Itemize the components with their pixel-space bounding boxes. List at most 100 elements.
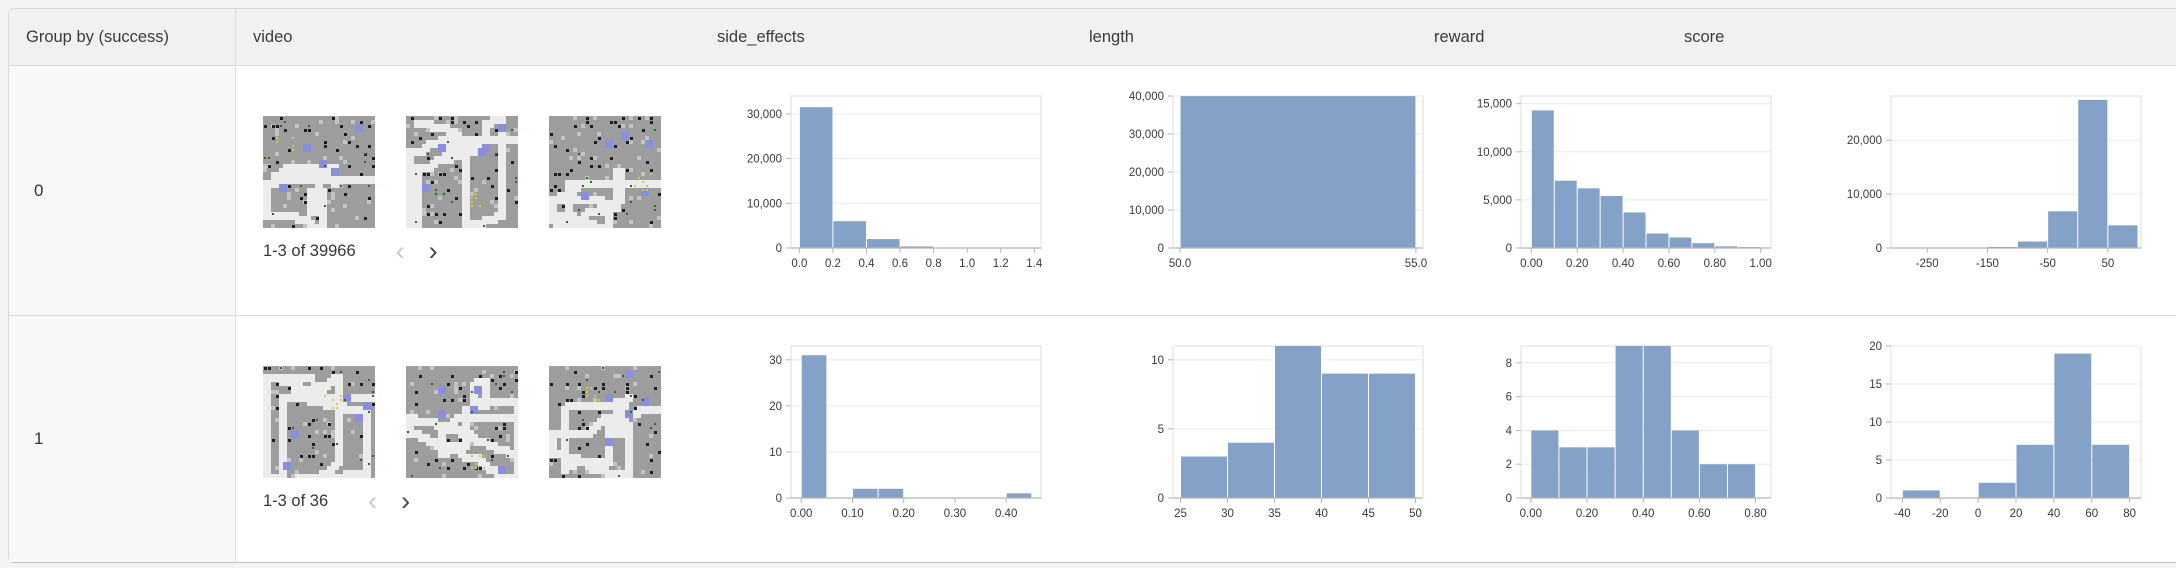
svg-text:1.0: 1.0 — [959, 258, 975, 270]
svg-text:40: 40 — [1315, 508, 1328, 520]
svg-text:55.0: 55.0 — [1405, 258, 1427, 270]
column-header-score[interactable]: score — [1684, 27, 1725, 46]
video-thumbnail[interactable] — [406, 366, 518, 478]
video-thumbnail[interactable] — [263, 366, 375, 478]
svg-text:80: 80 — [2123, 508, 2136, 520]
histogram-length[interactable]: 0 10,000 20,000 30,000 40,000 50.0 55.0 — [1113, 90, 1427, 274]
svg-text:0.8: 0.8 — [926, 258, 942, 270]
svg-text:50.0: 50.0 — [1169, 258, 1191, 270]
svg-text:0.00: 0.00 — [790, 508, 812, 520]
svg-text:25: 25 — [1174, 508, 1187, 520]
column-header-reward[interactable]: reward — [1434, 27, 1485, 46]
histogram-side-effects[interactable]: 0 10 20 30 0.00 0.10 0.20 0.30 0.40 — [731, 340, 1071, 524]
chevron-left-icon: ‹ — [368, 486, 378, 516]
svg-text:1.00: 1.00 — [1749, 258, 1771, 270]
svg-text:50: 50 — [1409, 508, 1422, 520]
video-thumbnail[interactable] — [406, 116, 518, 228]
svg-text:50: 50 — [2101, 258, 2114, 270]
svg-text:0: 0 — [1158, 243, 1164, 255]
cell-length: 0 10,000 20,000 30,000 40,000 50.0 55.0 — [1071, 66, 1427, 315]
svg-text:30: 30 — [1221, 508, 1234, 520]
histogram-reward[interactable]: 0 2 4 6 8 0.00 0.20 0.40 0.60 0.80 — [1461, 340, 1772, 524]
cell-reward: 0 5,000 10,000 15,000 0.00 0.20 0.40 0.60 0.80 1.… — [1421, 66, 1772, 315]
histogram-length[interactable]: 0 5 10 25 30 35 40 45 50 — [1113, 340, 1424, 524]
video-thumbnail[interactable] — [263, 116, 375, 228]
svg-text:10,000: 10,000 — [747, 198, 782, 210]
histogram-score[interactable]: 0 10,000 20,000 -250 -150 -50 50 — [1831, 90, 2176, 274]
svg-text:20,000: 20,000 — [747, 154, 782, 166]
svg-text:30,000: 30,000 — [1129, 129, 1164, 141]
svg-text:0: 0 — [776, 243, 782, 255]
svg-text:10,000: 10,000 — [1477, 147, 1512, 159]
svg-text:30: 30 — [769, 355, 782, 367]
svg-text:0.80: 0.80 — [1744, 508, 1766, 520]
column-header-video[interactable]: video — [253, 27, 293, 46]
svg-text:10,000: 10,000 — [1129, 205, 1164, 217]
cell-reward: 0 2 4 6 8 0.00 0.20 0.40 0.60 0.80 — [1421, 316, 1772, 562]
column-header-length[interactable]: length — [1089, 27, 1134, 46]
svg-text:0.00: 0.00 — [1520, 508, 1542, 520]
svg-text:0.10: 0.10 — [841, 508, 863, 520]
svg-text:0: 0 — [1876, 243, 1882, 255]
video-thumbnail[interactable] — [549, 366, 661, 478]
svg-text:0.2: 0.2 — [825, 258, 841, 270]
svg-text:0.0: 0.0 — [791, 258, 807, 270]
video-cell: 1-3 of 36 ‹ › — [236, 316, 696, 562]
svg-text:8: 8 — [1506, 358, 1512, 370]
table-header-row: Group by (success) video side_effects le… — [9, 9, 2176, 66]
svg-text:20: 20 — [769, 401, 782, 413]
svg-text:0.40: 0.40 — [1612, 258, 1634, 270]
prev-page-button[interactable]: ‹ — [390, 238, 411, 265]
svg-text:0.6: 0.6 — [892, 258, 908, 270]
next-page-button[interactable]: › — [423, 238, 444, 265]
svg-text:15: 15 — [1869, 379, 1882, 391]
svg-text:60: 60 — [2085, 508, 2098, 520]
chevron-right-icon: › — [428, 236, 438, 266]
video-thumbnail-strip — [263, 116, 696, 228]
group-label: 0 — [34, 180, 44, 200]
pagination: 1-3 of 36 ‹ › — [263, 488, 696, 515]
svg-text:0: 0 — [1158, 493, 1164, 505]
svg-text:2: 2 — [1506, 459, 1512, 471]
svg-text:0.60: 0.60 — [1688, 508, 1710, 520]
svg-text:0.4: 0.4 — [859, 258, 876, 270]
grouped-runs-table: Group by (success) video side_effects le… — [8, 8, 2176, 563]
pagination: 1-3 of 39966 ‹ › — [263, 238, 696, 265]
svg-text:6: 6 — [1506, 392, 1512, 404]
svg-text:45: 45 — [1362, 508, 1375, 520]
svg-text:5: 5 — [1158, 424, 1164, 436]
table-row-group-0: 0 1-3 of 39966 ‹ › 0 10,000 20,000 30,000 0.… — [9, 66, 2176, 316]
svg-text:0.20: 0.20 — [1566, 258, 1588, 270]
video-cell: 1-3 of 39966 ‹ › — [236, 66, 696, 315]
next-page-button[interactable]: › — [395, 488, 416, 515]
video-thumbnail[interactable] — [549, 116, 661, 228]
svg-text:0: 0 — [1975, 508, 1981, 520]
svg-text:30,000: 30,000 — [747, 109, 782, 121]
histogram-score[interactable]: 0 5 10 15 20 -40 -20 0 20 40 60 80 — [1831, 340, 2176, 524]
table-row-group-1: 1 1-3 of 36 ‹ › 0 10 20 30 0.00 0.10 0.20 0.30 0… — [9, 316, 2176, 562]
group-cell: 0 — [9, 66, 236, 315]
histogram-reward[interactable]: 0 5,000 10,000 15,000 0.00 0.20 0.40 0.60 0.80 1.… — [1461, 90, 1772, 274]
svg-text:10: 10 — [769, 447, 782, 459]
svg-text:10,000: 10,000 — [1847, 189, 1882, 201]
column-header-group-by[interactable]: Group by (success) — [9, 9, 236, 65]
svg-text:-40: -40 — [1894, 508, 1911, 520]
svg-text:20,000: 20,000 — [1847, 135, 1882, 147]
prev-page-button[interactable]: ‹ — [362, 488, 383, 515]
svg-text:0.40: 0.40 — [995, 508, 1017, 520]
column-header-side-effects[interactable]: side_effects — [717, 27, 805, 46]
chevron-right-icon: › — [401, 486, 411, 516]
svg-text:0.80: 0.80 — [1704, 258, 1726, 270]
svg-text:0.60: 0.60 — [1658, 258, 1680, 270]
svg-text:40: 40 — [2047, 508, 2060, 520]
pagination-label: 1-3 of 36 — [263, 491, 329, 510]
group-label: 1 — [34, 429, 44, 448]
svg-text:-150: -150 — [1976, 258, 1999, 270]
svg-text:0.20: 0.20 — [893, 508, 915, 520]
histogram-side-effects[interactable]: 0 10,000 20,000 30,000 0.0 0.2 0.4 0.6 0.8 1.0 1.2… — [731, 90, 1071, 274]
svg-text:35: 35 — [1268, 508, 1281, 520]
svg-text:0: 0 — [776, 493, 782, 505]
cell-side-effects: 0 10 20 30 0.00 0.10 0.20 0.30 0.40 — [696, 316, 1071, 562]
cell-side-effects: 0 10,000 20,000 30,000 0.0 0.2 0.4 0.6 0.8 1.0 1.2… — [696, 66, 1071, 315]
